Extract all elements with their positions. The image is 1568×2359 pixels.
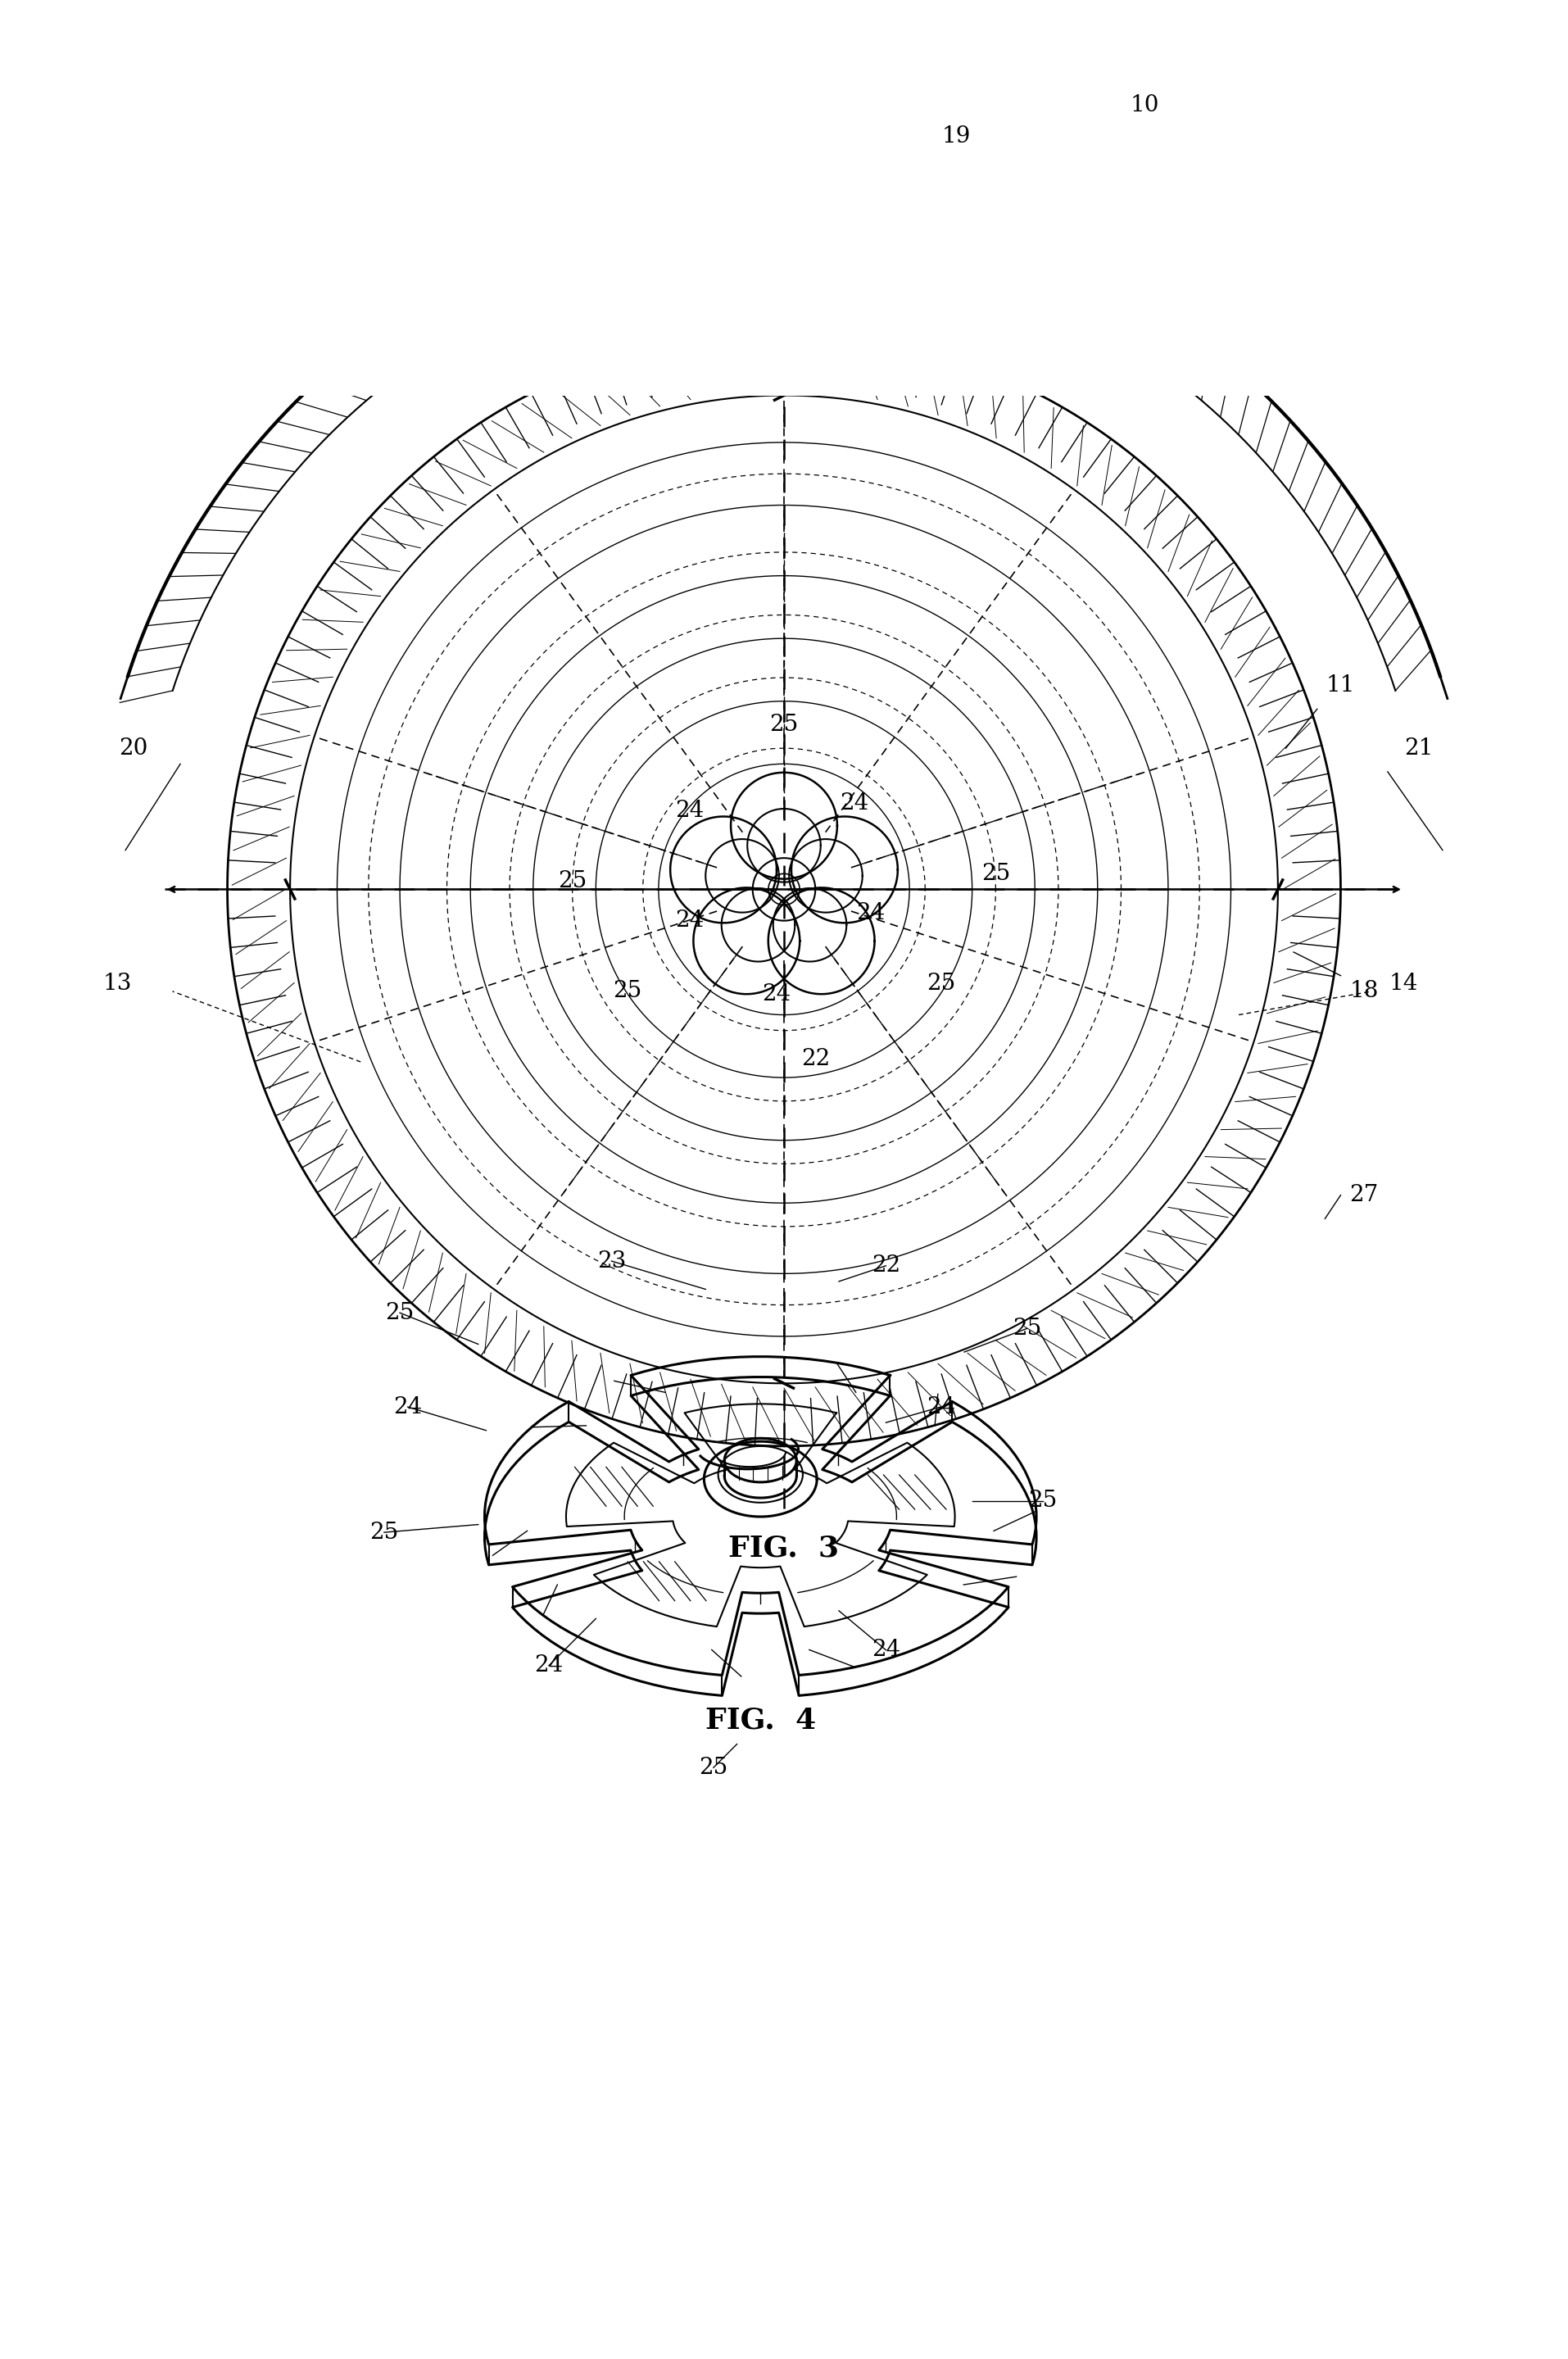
Text: 20: 20 xyxy=(119,736,147,760)
Text: 13: 13 xyxy=(103,972,132,995)
Text: FIG.  4: FIG. 4 xyxy=(706,1706,815,1734)
Text: 24: 24 xyxy=(676,911,704,932)
Text: 24: 24 xyxy=(676,800,704,821)
Text: FIG.  3: FIG. 3 xyxy=(729,1533,839,1562)
Text: 25: 25 xyxy=(982,863,1010,885)
Text: 23: 23 xyxy=(597,1250,626,1272)
Text: 25: 25 xyxy=(613,981,641,1003)
Text: 25: 25 xyxy=(1029,1491,1057,1512)
Text: 25: 25 xyxy=(386,1302,414,1323)
Text: 24: 24 xyxy=(840,793,869,814)
Text: 22: 22 xyxy=(801,1047,829,1069)
Text: 14: 14 xyxy=(1389,972,1417,995)
Text: 10: 10 xyxy=(1131,94,1159,116)
Text: 25: 25 xyxy=(927,972,955,995)
Text: 18: 18 xyxy=(1350,981,1378,1003)
Text: 24: 24 xyxy=(872,1640,900,1661)
Text: 25: 25 xyxy=(699,1757,728,1779)
Text: 19: 19 xyxy=(942,125,971,149)
Text: 27: 27 xyxy=(1350,1184,1378,1205)
Text: 25: 25 xyxy=(370,1522,398,1543)
Text: 24: 24 xyxy=(535,1654,563,1677)
Text: 25: 25 xyxy=(558,870,586,892)
Text: 11: 11 xyxy=(1327,675,1355,696)
Text: 25: 25 xyxy=(1013,1316,1041,1340)
Text: 22: 22 xyxy=(872,1255,900,1276)
Text: 24: 24 xyxy=(856,901,884,925)
Text: 21: 21 xyxy=(1405,736,1433,760)
Text: 24: 24 xyxy=(394,1397,422,1418)
Text: 24: 24 xyxy=(927,1397,955,1418)
Text: 25: 25 xyxy=(770,715,798,736)
Text: 24: 24 xyxy=(762,984,790,1005)
